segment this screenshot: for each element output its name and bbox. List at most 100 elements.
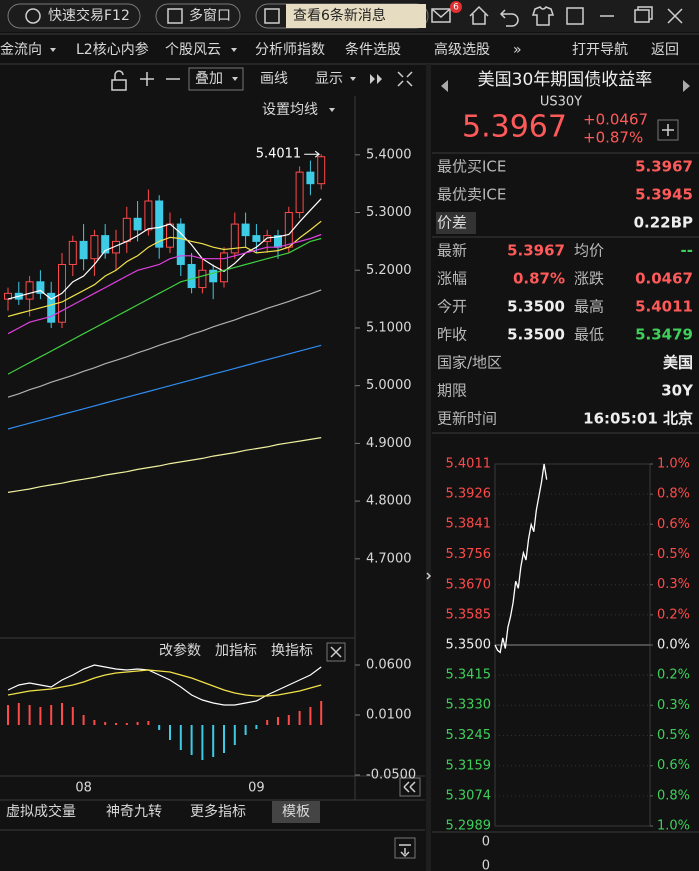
- multi-window-button[interactable]: 多窗口: [155, 3, 241, 29]
- expand-icon[interactable]: [397, 71, 413, 87]
- y2-tick-label: 0.5%: [657, 547, 690, 562]
- macd-bar: [50, 705, 53, 725]
- menu-item[interactable]: 打开导航: [572, 41, 628, 58]
- candle-body: [187, 263, 196, 289]
- y2-tick-label: 0.8%: [657, 788, 690, 803]
- quote-value: 0.22BP: [634, 214, 693, 232]
- messages-button[interactable]: 查看6条新消息: [255, 3, 429, 29]
- lock-icon[interactable]: [111, 70, 127, 91]
- overlay-button[interactable]: [188, 67, 244, 91]
- tab[interactable]: 虚拟成交量: [6, 803, 76, 820]
- menu-item[interactable]: 条件选股: [345, 41, 401, 58]
- quote-label: 国家/地区: [437, 354, 502, 372]
- quote-value: 0.0467: [635, 270, 693, 288]
- macd-bar: [17, 703, 20, 725]
- candle-body: [176, 223, 185, 265]
- candle-body: [198, 269, 207, 289]
- zoom-in-icon[interactable]: [140, 72, 154, 86]
- next-arrow[interactable]: [683, 80, 690, 92]
- y-tick-label: 5.3670: [446, 577, 492, 592]
- close-indicator[interactable]: [326, 642, 346, 662]
- macd-line: [7, 669, 322, 697]
- display-label[interactable]: 显示: [315, 71, 343, 87]
- menu-item[interactable]: L2核心内参: [76, 41, 149, 58]
- indicator-tool[interactable]: 换指标: [271, 642, 313, 659]
- menu-item[interactable]: 分析师指数: [255, 42, 325, 58]
- plus-icon: [662, 124, 674, 136]
- quote-change: +0.0467: [583, 111, 648, 129]
- home-icon[interactable]: [469, 5, 489, 25]
- macd-bar: [277, 717, 279, 725]
- prev-arrow[interactable]: [441, 80, 448, 92]
- badge: 6: [453, 3, 459, 13]
- indicator-tool[interactable]: 改参数: [159, 642, 201, 659]
- y2-tick-label: 1.0%: [657, 457, 690, 472]
- annotation-arrow: [304, 150, 321, 158]
- y-tick-label: 5.3159: [446, 758, 492, 773]
- menu-item[interactable]: 金流向: [0, 42, 42, 58]
- menu-item[interactable]: 个股风云: [165, 42, 221, 58]
- restore-icon[interactable]: [634, 6, 653, 23]
- y2-tick-label: 0.3%: [657, 577, 690, 592]
- y-tick-label: 0.0100: [366, 708, 412, 723]
- candle-body: [25, 281, 34, 300]
- macd-bar: [158, 725, 161, 730]
- moving-average: [7, 237, 322, 375]
- macd-bar: [190, 725, 193, 755]
- y-tick-label: 5.2000: [366, 263, 412, 278]
- quote-value: 美国: [663, 354, 693, 372]
- macd-bar: [309, 707, 312, 725]
- add-button[interactable]: [657, 119, 679, 141]
- ma-setting[interactable]: 设置均线: [262, 102, 318, 118]
- back-icon[interactable]: [499, 9, 519, 27]
- panel-button[interactable]: [394, 837, 416, 859]
- quick-trade-button[interactable]: 快速交易F12: [7, 3, 141, 29]
- macd-bar: [147, 721, 150, 725]
- tab[interactable]: 更多指标: [190, 803, 246, 820]
- candle-body: [133, 217, 142, 231]
- label: 快速交易F12: [48, 7, 130, 24]
- draw-label[interactable]: 画线: [260, 71, 288, 87]
- macd-bar: [39, 707, 42, 725]
- forward-icon[interactable]: [370, 74, 382, 84]
- tab[interactable]: 模板: [282, 804, 310, 820]
- y-tick-label: 5.3926: [446, 487, 492, 502]
- y2-tick-label: 0.3%: [657, 698, 690, 713]
- menu-item[interactable]: 高级选股: [434, 41, 490, 58]
- macd-bar: [179, 725, 182, 750]
- macd-bar: [71, 707, 74, 725]
- quote-change-pct: +0.87%: [583, 129, 643, 147]
- y-tick-label: 5.4000: [366, 147, 412, 162]
- skin-icon[interactable]: [531, 6, 555, 26]
- y-tick-label: 5.3500: [446, 638, 492, 653]
- label: 多窗口: [189, 7, 231, 24]
- quote-value: 5.3945: [635, 186, 693, 204]
- quote-value: 5.3500: [507, 298, 565, 316]
- download-icon: [399, 844, 411, 858]
- candle-body: [306, 171, 315, 185]
- mail-icon[interactable]: 6: [431, 1, 462, 23]
- menu-item[interactable]: »: [513, 42, 522, 58]
- indicator-tool[interactable]: 加指标: [215, 643, 257, 659]
- tab-highlight: [272, 801, 320, 823]
- macd-bar: [7, 705, 9, 725]
- candle-body: [79, 240, 88, 260]
- macd-bar: [201, 725, 204, 760]
- window-icon[interactable]: [566, 7, 584, 25]
- overlay-label: 叠加: [195, 71, 223, 87]
- dropdown-arrow: [232, 77, 238, 81]
- menu-item[interactable]: 返回: [651, 42, 679, 58]
- price-line: [494, 463, 548, 654]
- moving-average: [7, 198, 322, 300]
- y2-tick-label: 0.0%: [657, 638, 690, 653]
- y-tick-label: 0.0600: [366, 658, 412, 673]
- close-icon[interactable]: [667, 8, 683, 24]
- tab[interactable]: 神奇九转: [106, 803, 162, 820]
- splitter[interactable]: [426, 64, 431, 871]
- quote-value: 16:05:01 北京: [583, 410, 693, 428]
- candle-body: [166, 223, 174, 248]
- y2-tick-label: 0.2%: [657, 607, 690, 622]
- moving-average: [7, 220, 322, 317]
- macd-bar: [82, 715, 85, 725]
- expand-button[interactable]: [399, 777, 421, 797]
